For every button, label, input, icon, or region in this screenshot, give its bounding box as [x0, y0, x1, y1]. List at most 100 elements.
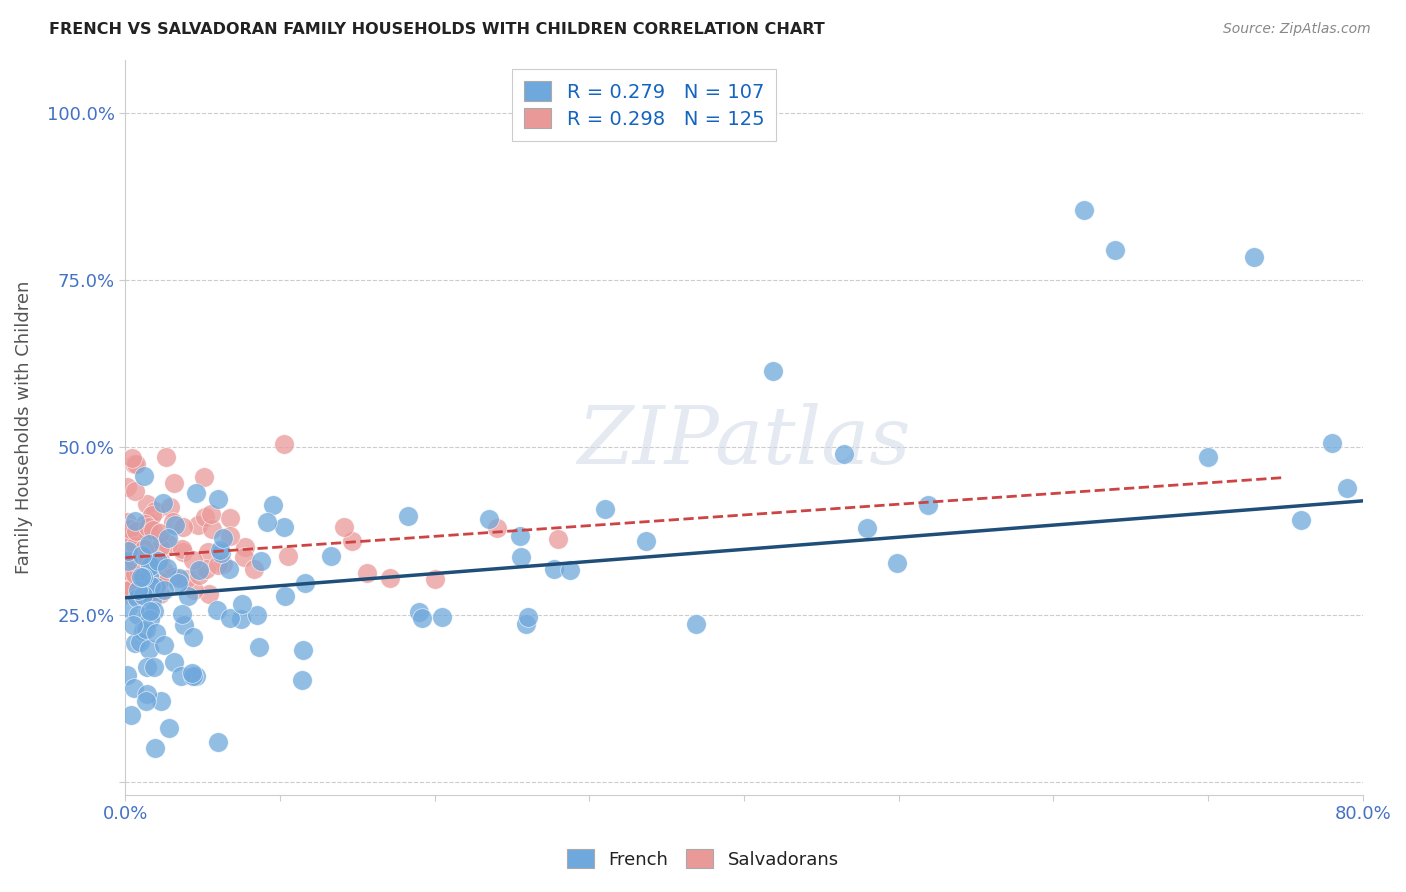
Point — [218, 510, 240, 524]
Point — [139, 587, 162, 601]
Point — [143, 560, 166, 574]
Point — [219, 529, 242, 543]
Point — [115, 559, 138, 574]
Point — [136, 520, 159, 534]
Point — [170, 607, 193, 622]
Point — [184, 486, 207, 500]
Point — [142, 523, 165, 537]
Point — [233, 550, 256, 565]
Point — [129, 549, 152, 563]
Point — [173, 520, 195, 534]
Point — [184, 669, 207, 683]
Point — [141, 579, 163, 593]
Point — [136, 605, 159, 619]
Point — [200, 522, 222, 536]
Point — [142, 660, 165, 674]
Text: FRENCH VS SALVADORAN FAMILY HOUSEHOLDS WITH CHILDREN CORRELATION CHART: FRENCH VS SALVADORAN FAMILY HOUSEHOLDS W… — [49, 22, 825, 37]
Point — [135, 545, 157, 559]
Point — [277, 549, 299, 563]
Point — [162, 515, 184, 529]
Point — [292, 643, 315, 657]
Point — [131, 548, 153, 562]
Point — [145, 580, 167, 594]
Point — [153, 638, 176, 652]
Point — [162, 570, 184, 584]
Point — [246, 608, 269, 623]
Point — [120, 707, 142, 722]
Point — [145, 626, 167, 640]
Point — [149, 533, 172, 548]
Point — [118, 540, 141, 554]
Point — [122, 457, 145, 471]
Point — [121, 535, 143, 549]
Point — [197, 545, 219, 559]
Point — [122, 554, 145, 568]
Point — [121, 587, 143, 601]
Point — [127, 582, 149, 597]
Point — [167, 571, 190, 585]
Point — [127, 526, 149, 541]
Legend: R = 0.279   N = 107, R = 0.298   N = 125: R = 0.279 N = 107, R = 0.298 N = 125 — [512, 70, 776, 141]
Point — [207, 491, 229, 506]
Point — [193, 470, 215, 484]
Point — [342, 533, 364, 548]
Point — [509, 529, 531, 543]
Point — [250, 554, 273, 568]
Point — [124, 514, 146, 528]
Point — [121, 574, 143, 588]
Point — [124, 539, 146, 553]
Point — [115, 579, 138, 593]
Point — [135, 660, 157, 674]
Point — [172, 545, 194, 559]
Point — [149, 525, 172, 540]
Point — [134, 541, 156, 556]
Point — [121, 451, 143, 466]
Point — [159, 500, 181, 514]
Point — [356, 566, 378, 581]
Y-axis label: Family Households with Children: Family Households with Children — [15, 281, 32, 574]
Legend: French, Salvadorans: French, Salvadorans — [560, 842, 846, 876]
Point — [294, 576, 316, 591]
Point — [132, 624, 155, 639]
Point — [132, 569, 155, 583]
Point — [124, 567, 146, 582]
Point — [478, 511, 501, 525]
Point — [115, 587, 138, 601]
Point — [274, 589, 297, 603]
Point — [593, 502, 616, 516]
Point — [117, 571, 139, 585]
Point — [148, 577, 170, 591]
Point — [396, 509, 419, 524]
Point — [149, 540, 172, 554]
Point — [128, 565, 150, 579]
Point — [170, 542, 193, 557]
Point — [273, 520, 295, 534]
Point — [124, 483, 146, 498]
Point — [205, 603, 228, 617]
Point — [170, 668, 193, 682]
Point — [153, 583, 176, 598]
Point — [135, 622, 157, 636]
Point — [1197, 450, 1219, 465]
Point — [135, 687, 157, 701]
Point — [408, 605, 430, 619]
Point — [685, 617, 707, 632]
Point — [209, 546, 232, 560]
Point — [120, 541, 142, 555]
Point — [138, 537, 160, 551]
Point — [129, 545, 152, 559]
Point — [125, 457, 148, 471]
Point — [115, 537, 138, 551]
Point — [139, 603, 162, 617]
Point — [157, 531, 180, 545]
Point — [211, 557, 233, 571]
Point — [1320, 436, 1343, 450]
Point — [290, 673, 312, 687]
Point — [1073, 202, 1095, 217]
Point — [124, 546, 146, 560]
Point — [120, 527, 142, 541]
Point — [509, 549, 531, 564]
Point — [125, 541, 148, 556]
Point — [247, 640, 270, 655]
Point — [131, 524, 153, 539]
